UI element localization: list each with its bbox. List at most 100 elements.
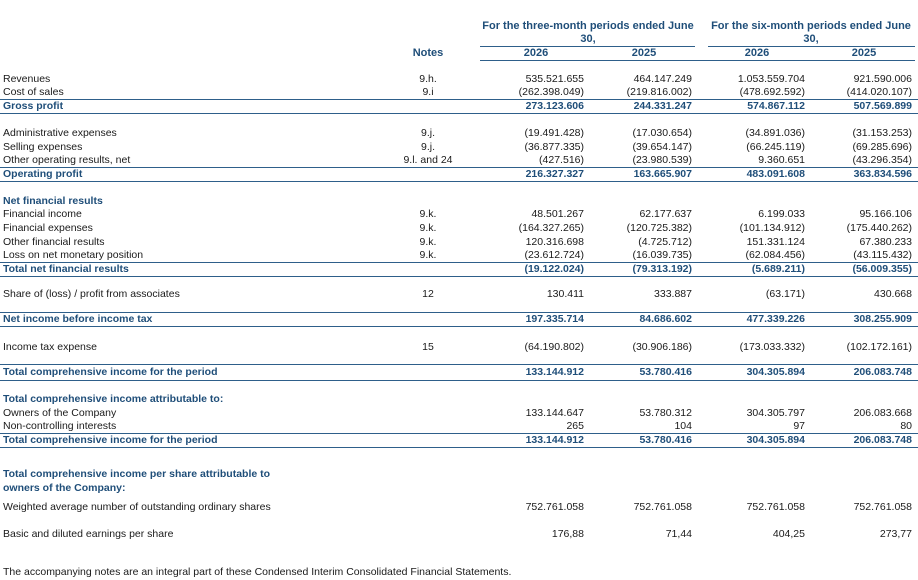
row-value: (175.440.262) <box>846 222 912 234</box>
table-row-selling-expenses: Selling expenses 9.j. (36.877.335) (39.6… <box>0 141 918 154</box>
row-value: (79.313.192) <box>632 263 692 275</box>
row-value: 273,77 <box>879 528 912 540</box>
row-note: 9.h. <box>419 73 437 85</box>
table-row-total-comprehensive-2: Total comprehensive income for the perio… <box>0 434 918 447</box>
row-value: 216.327.327 <box>525 168 584 180</box>
section-title: Net financial results <box>3 195 103 207</box>
row-value: (30.906.186) <box>632 341 692 353</box>
rule-operating-top <box>0 167 918 168</box>
row-label: Cost of sales <box>3 86 64 98</box>
row-value: 752.761.058 <box>633 501 692 513</box>
row-value: 752.761.058 <box>853 501 912 513</box>
row-label: Total comprehensive income for the perio… <box>3 434 218 446</box>
row-value: 752.761.058 <box>525 501 584 513</box>
row-label: Other financial results <box>3 236 105 248</box>
table-row-weighted-shares: Weighted average number of outstanding o… <box>0 501 918 514</box>
rule-financial-bottom <box>0 276 918 277</box>
row-value: (36.877.335) <box>524 141 584 153</box>
row-label: Operating profit <box>3 168 83 180</box>
row-value: 206.083.748 <box>853 434 912 446</box>
table-row-eps: Basic and diluted earnings per share 176… <box>0 528 918 541</box>
row-value: (43.296.354) <box>852 154 912 166</box>
section-per-share-line2: owners of the Company: <box>0 482 918 495</box>
row-note: 9.k. <box>419 222 437 234</box>
rule-total-bottom <box>0 380 918 381</box>
row-value: 363.834.596 <box>853 168 912 180</box>
rule-total2-bottom <box>0 447 918 448</box>
table-row-owners: Owners of the Company 133.144.647 53.780… <box>0 407 918 420</box>
row-value: (66.245.119) <box>746 141 805 153</box>
row-value: (120.725.382) <box>626 222 692 234</box>
row-value: 120.316.698 <box>525 236 584 248</box>
rule-operating-bottom <box>0 181 918 182</box>
row-value: (64.190.802) <box>524 341 584 353</box>
row-value: 206.083.668 <box>853 407 912 419</box>
row-value: 80 <box>900 420 912 432</box>
row-value: 244.331.247 <box>633 100 692 112</box>
row-value: (164.327.265) <box>518 222 584 234</box>
row-value: (62.084.456) <box>745 249 805 261</box>
row-value: 53.780.416 <box>639 366 692 378</box>
row-value: 308.255.909 <box>853 313 912 325</box>
row-value: (69.285.696) <box>852 141 912 153</box>
row-value: 163.665.907 <box>633 168 692 180</box>
rule-total2-top <box>0 433 918 434</box>
row-value: 430.668 <box>874 288 912 300</box>
row-label: Revenues <box>3 73 51 85</box>
rule-gross-bottom <box>0 113 918 114</box>
table-row-other-operating: Other operating results, net 9.l. and 24… <box>0 154 918 167</box>
row-value: (478.692.592) <box>739 86 805 98</box>
row-value: 265 <box>566 420 584 432</box>
row-value: 273.123.606 <box>525 100 584 112</box>
header-year-6m-2025: 2025 <box>851 47 877 59</box>
row-value: (23.980.539) <box>632 154 692 166</box>
row-label: Total comprehensive income for the perio… <box>3 366 218 378</box>
table-row-cost-of-sales: Cost of sales 9.i (262.398.049) (219.816… <box>0 86 918 99</box>
header-year-3m-2026: 2026 <box>523 47 549 59</box>
section-title: Total comprehensive income per share att… <box>3 468 271 480</box>
row-note: 9.k. <box>419 249 437 261</box>
row-value: (4.725.712) <box>638 236 692 248</box>
row-value: (63.171) <box>765 288 805 300</box>
row-value: 48.501.267 <box>531 208 584 220</box>
row-note: 9.l. and 24 <box>403 154 453 166</box>
row-value: (219.816.002) <box>626 86 692 98</box>
table-row-non-controlling: Non-controlling interests 265 104 97 80 <box>0 420 918 433</box>
table-row-total-financial: Total net financial results (19.122.024)… <box>0 263 918 276</box>
row-value: 752.761.058 <box>746 501 805 513</box>
row-label: Selling expenses <box>3 141 83 153</box>
row-value: (43.115.432) <box>853 249 912 261</box>
section-net-financial-results: Net financial results <box>0 195 918 208</box>
row-label: Non-controlling interests <box>3 420 117 432</box>
row-value: (262.398.049) <box>518 86 584 98</box>
row-value: 6.199.033 <box>758 208 805 220</box>
row-label: Administrative expenses <box>3 127 117 139</box>
row-label: Loss on net monetary position <box>3 249 144 261</box>
table-row-financial-expenses: Financial expenses 9.k. (164.327.265) (1… <box>0 222 918 235</box>
row-value: 535.521.655 <box>525 73 584 85</box>
row-value: 197.335.714 <box>525 313 584 325</box>
row-value: 9.360.651 <box>758 154 805 166</box>
header-rule-years <box>480 60 915 61</box>
row-note: 9.k. <box>419 208 437 220</box>
row-value: (31.153.253) <box>852 127 912 139</box>
row-note: 9.j. <box>420 127 435 139</box>
section-title: owners of the Company: <box>3 482 126 494</box>
row-value: (34.891.036) <box>745 127 805 139</box>
row-value: 71,44 <box>665 528 692 540</box>
table-row-total-comprehensive: Total comprehensive income for the perio… <box>0 366 918 379</box>
row-value: 206.083.748 <box>853 366 912 378</box>
table-row-income-before-tax: Net income before income tax 197.335.714… <box>0 313 918 326</box>
row-label: Total net financial results <box>3 263 129 275</box>
header-year-3m-2025: 2025 <box>631 47 657 59</box>
row-value: 333.887 <box>654 288 692 300</box>
row-value: (173.033.332) <box>739 341 805 353</box>
rule-pretax-top <box>0 312 918 313</box>
row-value: 176,88 <box>551 528 584 540</box>
row-note: 9.j. <box>420 141 435 153</box>
row-value: 304.305.894 <box>746 434 805 446</box>
row-note: 12 <box>422 288 434 300</box>
row-label: Weighted average number of outstanding o… <box>3 501 271 513</box>
row-value: 477.339.226 <box>746 313 805 325</box>
section-per-share-line1: Total comprehensive income per share att… <box>0 468 918 481</box>
